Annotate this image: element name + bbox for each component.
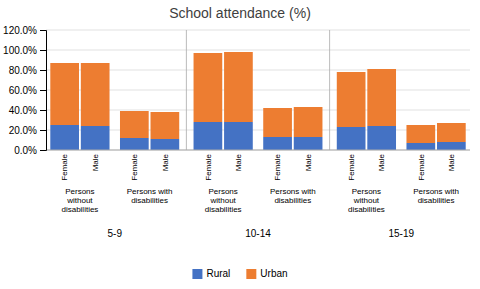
- y-tick: 80.0%: [9, 65, 46, 76]
- subgroup-label: Persons withdisabilities: [127, 187, 173, 205]
- legend-label: Urban: [260, 268, 287, 279]
- tick-label: 80.0%: [9, 65, 37, 76]
- category-label: Female: [60, 153, 69, 180]
- category-label: Female: [417, 153, 426, 180]
- y-axis: 0.0% 20.0% 40.0% 60.0% 80.0% 100.0% 120.0%: [3, 25, 46, 156]
- category-label: Male: [234, 153, 243, 171]
- grid-line: [46, 110, 470, 111]
- grid-line: [46, 90, 470, 91]
- category-label: Female: [347, 153, 356, 180]
- grid-line: [46, 30, 470, 31]
- axis-domain: [40, 31, 47, 151]
- series: [50, 122, 465, 150]
- tick-mark: [40, 150, 46, 151]
- subgroup-label: Personswithoutdisabilities: [61, 187, 98, 214]
- bar: [194, 122, 223, 150]
- y-tick: 120.0%: [3, 25, 46, 36]
- tick-label: 120.0%: [3, 25, 37, 36]
- group-label: 5-9: [108, 228, 123, 239]
- group-label: 15-19: [388, 228, 414, 239]
- tick-label: 100.0%: [3, 45, 37, 56]
- legend-swatch: [246, 269, 256, 279]
- x-baseline: [46, 150, 470, 151]
- separator: [186, 30, 187, 150]
- bar: [367, 69, 396, 126]
- bar: [263, 108, 292, 137]
- category-label: Male: [377, 153, 386, 171]
- bar: [224, 52, 253, 122]
- group-label: 10-14: [245, 228, 271, 239]
- group-labels: 5-9 10-14 15-19: [108, 228, 415, 239]
- subgroup-labels: Personswithoutdisabilities Persons withdi…: [61, 187, 459, 214]
- y-tick: 60.0%: [9, 85, 46, 96]
- subgroup-label: Persons withdisabilities: [270, 187, 316, 205]
- category-label: Male: [91, 153, 100, 171]
- subgroup-label: Personswithoutdisabilities: [348, 187, 385, 214]
- tick-mark: [40, 50, 46, 51]
- grid-line: [46, 70, 470, 71]
- bars: [50, 52, 465, 150]
- bar: [50, 125, 79, 150]
- bar: [151, 139, 180, 150]
- legend-item: Rural: [192, 268, 230, 279]
- title: School attendance (%): [169, 5, 311, 21]
- tick-label: 0.0%: [14, 145, 37, 156]
- legend-item: Urban: [246, 268, 287, 279]
- chart: School attendance (%) 0.0% 20.0% 40.0% 60.0%…: [0, 0, 480, 289]
- bar: [337, 127, 366, 150]
- tick-label: 40.0%: [9, 105, 37, 116]
- plot: 0.0% 20.0% 40.0% 60.0% 80.0% 100.0% 120.0% Fema…: [3, 25, 470, 239]
- category-label: Female: [204, 153, 213, 180]
- x-labels: Female Male Female Male Female Male Female Male…: [60, 153, 456, 180]
- separator: [329, 30, 330, 150]
- grid-line: [46, 50, 470, 51]
- bar: [367, 126, 396, 150]
- category-label: Male: [161, 153, 170, 171]
- grid-line: [46, 130, 470, 131]
- y-tick: 100.0%: [3, 45, 46, 56]
- legend-swatch: [192, 269, 202, 279]
- bar: [406, 143, 435, 150]
- category-label: Male: [447, 153, 456, 171]
- tick-mark: [40, 90, 46, 91]
- bar: [294, 137, 323, 150]
- category-label: Female: [273, 153, 282, 180]
- bar: [120, 111, 149, 138]
- bar: [151, 112, 180, 139]
- bar: [406, 125, 435, 143]
- subgroup-label: Personswithoutdisabilities: [205, 187, 242, 214]
- tick-label: 60.0%: [9, 85, 37, 96]
- bar: [81, 63, 110, 126]
- bar: [224, 122, 253, 150]
- grid: [46, 30, 470, 150]
- tick-mark: [40, 70, 46, 71]
- grid-line: [46, 150, 470, 151]
- y-tick: 40.0%: [9, 105, 46, 116]
- category-label: Female: [130, 153, 139, 180]
- legend: Rural Urban: [192, 268, 287, 279]
- bar: [194, 53, 223, 122]
- bar: [437, 142, 466, 150]
- series: [50, 52, 465, 143]
- bar: [263, 137, 292, 150]
- subgroup-label: Persons withdisabilities: [413, 187, 459, 205]
- bar: [337, 72, 366, 127]
- legend-label: Rural: [206, 268, 230, 279]
- tick-label: 20.0%: [9, 125, 37, 136]
- bar: [81, 126, 110, 150]
- tick-mark: [40, 130, 46, 131]
- category-label: Male: [304, 153, 313, 171]
- bar: [437, 123, 466, 142]
- y-tick: 20.0%: [9, 125, 46, 136]
- bar: [294, 107, 323, 137]
- separators: [186, 30, 329, 150]
- tick-mark: [40, 110, 46, 111]
- tick-mark: [40, 30, 46, 31]
- bar: [120, 138, 149, 150]
- bar: [50, 63, 79, 125]
- y-tick: 0.0%: [14, 145, 46, 156]
